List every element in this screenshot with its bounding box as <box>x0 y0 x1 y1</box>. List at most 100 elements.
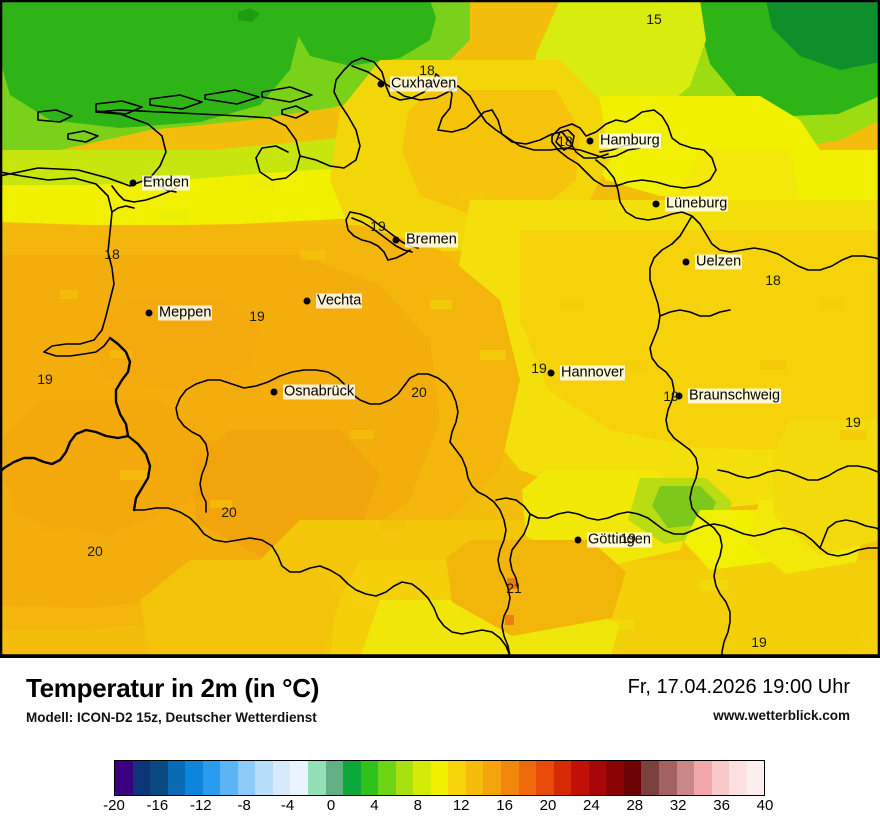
colorbar-tick: 4 <box>370 797 379 814</box>
city-label: Uelzen <box>695 253 743 270</box>
colorbar-swatch <box>606 761 624 795</box>
page-title: Temperatur in 2m (in °C) <box>26 673 320 703</box>
city-marker[interactable] <box>377 80 385 88</box>
colorbar-tick: 32 <box>669 797 687 814</box>
colorbar-swatch <box>325 761 344 795</box>
colorbar-tick: -16 <box>146 797 169 814</box>
colorbar-swatch <box>115 761 133 795</box>
isotherm-value-label: 20 <box>87 543 103 559</box>
colorbar-swatch <box>518 761 537 795</box>
forecast-datetime: Fr, 17.04.2026 19:00 Uhr <box>627 676 850 698</box>
colorbar-swatch <box>483 761 502 795</box>
colorbar-tick-labels: -20 -16 -12 -8 -4 0 4 8 12 16 20 24 28 32 36 40 <box>103 797 773 819</box>
colorbar-swatch <box>132 761 151 795</box>
colorbar-swatch <box>430 761 449 795</box>
colorbar-tick: 12 <box>452 797 470 814</box>
city-label: Göttingen <box>587 531 652 548</box>
city-label: Emden <box>142 174 190 191</box>
colorbar-swatch <box>729 761 747 795</box>
isotherm-value-label: 18 <box>557 133 573 149</box>
colorbar-tick: 8 <box>413 797 422 814</box>
colorbar-swatch <box>676 761 695 795</box>
isotherm-value-label: 20 <box>411 384 427 400</box>
colorbar-tick: -4 <box>280 797 295 814</box>
city-label: Braunschweig <box>688 387 782 404</box>
city-label: Lüneburg <box>665 195 729 212</box>
colorbar-swatch <box>272 761 291 795</box>
city-marker[interactable] <box>574 536 582 544</box>
colorbar-swatch <box>343 761 361 795</box>
city-marker[interactable] <box>652 200 660 208</box>
colorbar-gradient <box>114 760 765 796</box>
colorbar-swatch <box>360 761 379 795</box>
map-raster <box>0 0 880 655</box>
temperature-map[interactable]: Cuxhaven Hamburg Emden Lüneburg Bremen Uelzen… <box>0 0 880 658</box>
isotherm-value-label: 20 <box>221 504 237 520</box>
colorbar-swatch <box>588 761 607 795</box>
colorbar-swatch <box>167 761 186 795</box>
city-marker[interactable] <box>303 297 311 305</box>
colorbar-tick: 36 <box>713 797 730 814</box>
colorbar-swatch <box>448 761 466 795</box>
city-marker[interactable] <box>270 388 278 396</box>
colorbar-swatch <box>395 761 414 795</box>
city-label: Hannover <box>560 364 625 381</box>
colorbar-tick: -8 <box>237 797 251 814</box>
city-marker[interactable] <box>145 309 153 317</box>
colorbar-swatch <box>413 761 431 795</box>
city-label: Cuxhaven <box>390 75 458 92</box>
colorbar-swatch <box>150 761 168 795</box>
city-label: Hamburg <box>599 132 661 149</box>
city-label: Vechta <box>316 292 363 309</box>
city-label: Meppen <box>158 304 213 321</box>
isotherm-value-label: 21 <box>506 580 522 596</box>
city-marker[interactable] <box>129 179 137 187</box>
colorbar-swatch <box>220 761 238 795</box>
colorbar-tick: 16 <box>496 797 513 814</box>
isotherm-value-label: 19 <box>620 530 636 546</box>
colorbar-swatch <box>571 761 589 795</box>
colorbar-tick: -12 <box>189 797 212 814</box>
colorbar-tick: -20 <box>103 797 125 814</box>
colorbar-swatch <box>237 761 256 795</box>
colorbar-swatch <box>308 761 326 795</box>
colorbar-tick: 0 <box>326 797 336 814</box>
isotherm-value-label: 19 <box>531 360 547 376</box>
colorbar-tick: 24 <box>583 797 600 814</box>
colorbar-swatch <box>711 761 730 795</box>
colorbar-swatch <box>641 761 659 795</box>
city-marker[interactable] <box>586 137 594 145</box>
city-marker[interactable] <box>547 369 555 377</box>
colorbar-swatch <box>694 761 712 795</box>
colorbar-swatch <box>501 761 519 795</box>
colorbar-legend: -20 -16 -12 -8 -4 0 4 8 12 16 20 24 28 32 36 40 <box>103 760 773 814</box>
city-marker[interactable] <box>675 392 683 400</box>
colorbar-swatch <box>378 761 396 795</box>
city-marker[interactable] <box>392 236 400 244</box>
city-label: Bremen <box>405 231 458 248</box>
isotherm-value-label: 15 <box>646 11 662 27</box>
isotherm-value-label: 19 <box>751 634 767 650</box>
colorbar-swatch <box>553 761 572 795</box>
website-credit: www.wetterblick.com <box>713 708 850 723</box>
city-marker[interactable] <box>682 258 690 266</box>
colorbar-swatch <box>746 761 765 795</box>
isotherm-value-label: 19 <box>37 371 53 387</box>
city-label: Osnabrück <box>283 383 356 400</box>
isotherm-value-label: 18 <box>419 62 435 78</box>
colorbar-tick: 20 <box>539 797 557 814</box>
colorbar-swatch <box>658 761 677 795</box>
isotherm-value-label: 19 <box>663 388 679 404</box>
colorbar-swatch <box>255 761 273 795</box>
isotherm-value-label: 19 <box>845 414 861 430</box>
isotherm-value-label: 19 <box>370 218 386 234</box>
colorbar-swatch <box>290 761 309 795</box>
colorbar-tick: 40 <box>756 797 774 814</box>
colorbar-swatch <box>202 761 221 795</box>
title-block: Temperatur in 2m (in °C) Modell: ICON-D2… <box>26 673 319 726</box>
colorbar-tick: 28 <box>626 797 644 814</box>
colorbar-swatch <box>465 761 484 795</box>
isotherm-value-label: 19 <box>249 308 265 324</box>
meta-block: Fr, 17.04.2026 19:00 Uhr www.wetterblick… <box>628 675 850 724</box>
